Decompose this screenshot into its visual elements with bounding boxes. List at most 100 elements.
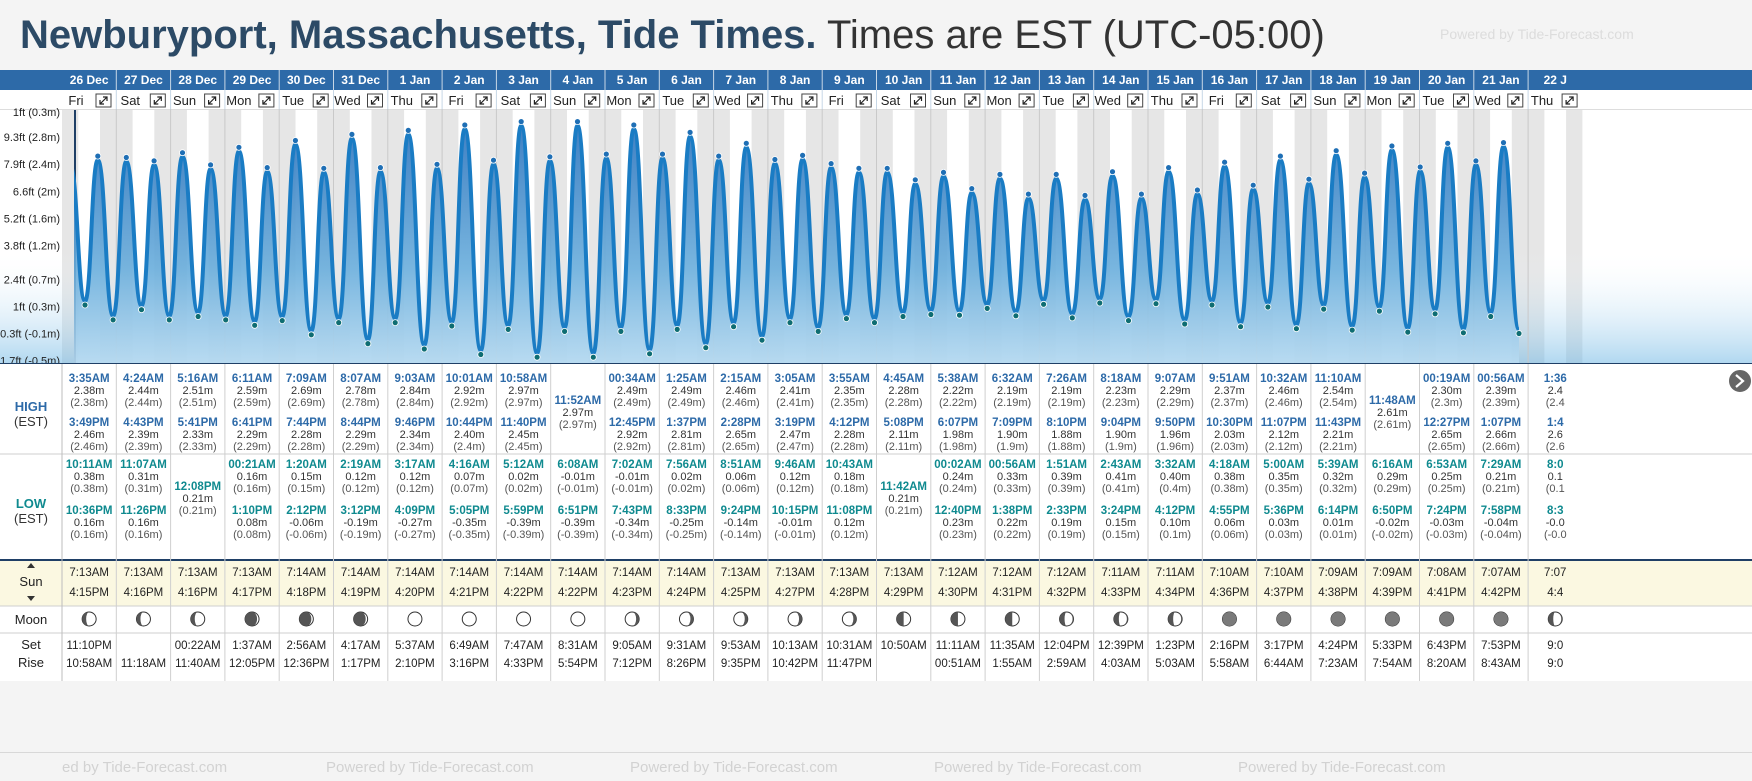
low-tide-height-metric: (0.01m)	[1319, 529, 1357, 541]
expand-day-button[interactable]	[692, 93, 709, 108]
sunset-time: 4:34PM	[1155, 587, 1195, 599]
expand-day-button[interactable]	[149, 93, 166, 108]
high-tide-time: 11:40PM	[501, 417, 547, 429]
high-tide-time: 1:37PM	[666, 417, 706, 429]
expand-day-button[interactable]	[367, 93, 383, 108]
high-tide-time: 3:35AM	[69, 373, 110, 385]
high-tide-height: 2.84m	[400, 385, 431, 397]
low-tide-time: 6:50PM	[1372, 505, 1412, 517]
expand-day-button[interactable]	[855, 93, 872, 108]
high-tide-height-metric: (2.12m)	[1265, 441, 1303, 453]
day-date-label: 18 Jan	[1319, 73, 1356, 87]
high-tide-height: 1.96m	[1160, 429, 1191, 441]
day-date-label: 26 Dec	[70, 73, 109, 87]
expand-day-button[interactable]	[421, 93, 438, 108]
expand-day-button[interactable]	[1018, 93, 1035, 108]
moonset-time: 00:22AM	[175, 640, 221, 652]
expand-day-button[interactable]	[95, 93, 112, 108]
day-date-label: 5 Jan	[617, 73, 648, 87]
low-tide-height: 0.02m	[508, 471, 539, 483]
expand-day-button[interactable]	[801, 93, 818, 108]
moon-phase-icon	[787, 611, 803, 627]
expand-day-button[interactable]	[910, 93, 926, 108]
moon-phase-icon	[298, 611, 314, 627]
expand-day-button[interactable]	[475, 93, 492, 108]
y-axis-tick-label: 9.3ft (2.8m)	[4, 132, 60, 144]
expand-day-button[interactable]	[584, 93, 601, 108]
low-tide-point	[871, 319, 878, 327]
day-date-label: 13 Jan	[1048, 73, 1085, 87]
high-tide-point	[1305, 175, 1313, 183]
day-date-label: 3 Jan	[508, 73, 539, 87]
high-tide-point	[122, 154, 130, 161]
expand-day-button[interactable]	[204, 93, 221, 108]
high-tide-point	[1500, 139, 1507, 146]
low-tide-height: 0.08m	[237, 517, 268, 529]
low-tide-height: 0.02m	[671, 471, 702, 483]
high-tide-time: 7:09PM	[992, 417, 1032, 429]
high-tide-height: 2.19m	[1051, 385, 1082, 397]
expand-day-button[interactable]	[312, 93, 329, 108]
expand-day-button[interactable]	[1235, 93, 1252, 108]
expand-day-button[interactable]	[1290, 93, 1307, 108]
low-tide-time: 00:21AM	[228, 459, 275, 471]
moon-phase-icon	[1330, 611, 1346, 627]
high-tide-height: 1.90m	[1106, 429, 1137, 441]
moonset-time: 5:37AM	[395, 640, 435, 652]
high-tide-height: 2.34m	[400, 429, 431, 441]
watermark-top: Powered by Tide-Forecast.com	[1440, 26, 1634, 42]
low-tide-time: 1:10PM	[232, 505, 272, 517]
low-tide-point	[1181, 320, 1189, 328]
moonset-time: 6:43PM	[1427, 640, 1467, 652]
low-tide-point	[730, 323, 737, 331]
moonrise-time: 9:35PM	[721, 658, 761, 670]
day-weekday-label: Sun	[553, 93, 576, 108]
expand-day-button[interactable]	[1398, 93, 1415, 108]
high-tide-point	[1444, 139, 1452, 147]
low-tide-point	[956, 311, 963, 319]
moonrise-time: 9:0	[1547, 658, 1563, 670]
low-tide-height: 0.16m	[74, 517, 105, 529]
expand-arrow-icon	[208, 96, 217, 105]
scroll-right-button[interactable]	[1727, 368, 1752, 394]
high-tide-height-metric: (2.81m)	[667, 441, 705, 453]
day-weekday-label: Wed	[1475, 93, 1502, 108]
expand-day-button[interactable]	[1072, 93, 1089, 108]
high-tide-height-metric: (2.44m)	[124, 397, 162, 409]
low-tide-height-metric: (-0.39m)	[503, 529, 545, 541]
expand-arrow-icon	[262, 96, 271, 105]
y-axis-tick-label: 3.8ft (1.2m)	[4, 240, 60, 252]
expand-day-button[interactable]	[1453, 93, 1469, 108]
low-tide-time: 2:12PM	[286, 505, 326, 517]
expand-day-button[interactable]	[529, 93, 546, 108]
expand-day-button[interactable]	[638, 93, 655, 108]
moon-phase-icon	[461, 611, 477, 627]
low-tide-height-metric: (-0.03m)	[1426, 529, 1468, 541]
moon-phase-icon	[1113, 611, 1129, 627]
expand-day-button[interactable]	[258, 93, 275, 108]
high-tide-height-metric: (2.47m)	[776, 441, 814, 453]
expand-day-button[interactable]	[1344, 93, 1361, 108]
expand-day-button[interactable]	[964, 93, 981, 108]
low-tide-height-metric: (-0.0	[1544, 529, 1567, 541]
moonrise-time: 11:18AM	[121, 658, 166, 670]
high-tide-point	[630, 121, 638, 129]
high-tide-height: 2.46m	[74, 429, 105, 441]
expand-arrow-icon	[533, 96, 542, 105]
low-tide-point	[391, 319, 399, 327]
day-weekday-label: Mon	[226, 93, 251, 108]
expand-day-button[interactable]	[1127, 93, 1144, 108]
low-tide-height: -0.25m	[669, 517, 703, 529]
high-tide-height-metric: (2.69m)	[287, 397, 325, 409]
expand-day-button[interactable]	[747, 93, 764, 108]
high-tide-height: 2.69m	[291, 385, 322, 397]
low-tide-height: 0.06m	[1214, 517, 1245, 529]
day-date-label: 15 Jan	[1156, 73, 1193, 87]
expand-day-button[interactable]	[1181, 93, 1198, 108]
moon-phase-icon	[244, 611, 260, 627]
low-tide-height: -0.06m	[289, 517, 323, 529]
expand-day-button[interactable]	[1507, 93, 1524, 108]
expand-day-button[interactable]	[1561, 93, 1578, 108]
low-tide-time: 1:38PM	[992, 505, 1032, 517]
low-tide-height: -0.39m	[506, 517, 540, 529]
